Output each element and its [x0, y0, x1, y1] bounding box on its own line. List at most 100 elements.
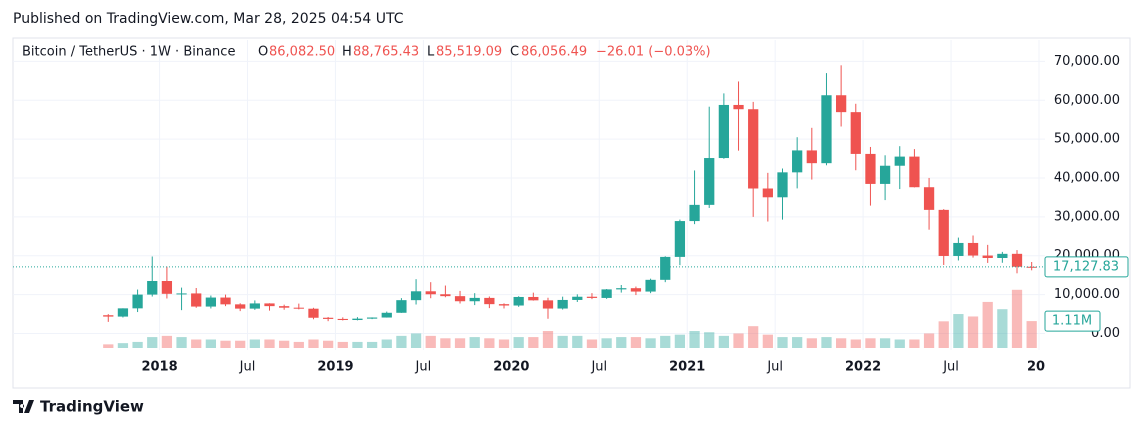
x-tick-label: 2021 — [669, 360, 705, 375]
brand-logo: TradingView — [13, 398, 144, 416]
volume-bar — [748, 326, 759, 348]
volume-bar — [894, 339, 905, 348]
candle-body — [528, 296, 539, 301]
volume-bar — [513, 337, 524, 348]
volume-bar — [542, 331, 554, 348]
candle-body — [366, 317, 378, 319]
volume-bar — [454, 338, 466, 348]
volume-bar — [586, 339, 598, 348]
y-tick-label: 10,000.00 — [1054, 287, 1120, 302]
candle-body — [630, 288, 642, 292]
volume-bar — [835, 338, 847, 348]
volume-box — [1044, 310, 1101, 332]
x-tick-label: 2022 — [845, 360, 881, 375]
candle-body — [953, 242, 964, 256]
volume-bar — [850, 339, 861, 348]
volume-bar — [103, 344, 114, 348]
ohlc-value: 86,056.49 — [521, 45, 587, 60]
volume-bar — [953, 314, 964, 348]
candle-body — [381, 312, 392, 318]
volume-bar — [469, 337, 480, 348]
volume-bar — [630, 337, 642, 348]
candle-body — [484, 297, 495, 305]
volume-bar — [982, 301, 993, 348]
legend: Bitcoin / TetherUS · 1W · Binance O 86,0… — [22, 45, 711, 60]
x-tick-label: Jul — [415, 360, 432, 375]
candle-body — [850, 112, 861, 154]
candle-body — [410, 291, 422, 301]
candle-body — [425, 291, 436, 295]
published: Published on TradingView.com, Mar 28, 20… — [13, 11, 404, 27]
volume-bar — [601, 338, 612, 348]
volume-bar — [528, 337, 539, 348]
candle-body — [674, 221, 686, 257]
candle-body — [586, 296, 598, 298]
chart-frame — [12, 37, 1131, 389]
candle-body — [249, 303, 260, 309]
candle-body — [777, 172, 788, 198]
y-tick-label: 70,000.00 — [1054, 54, 1120, 69]
volume-bar — [674, 334, 686, 348]
volume-bar — [718, 335, 730, 348]
volume-bar — [264, 339, 275, 348]
volume-bar — [161, 335, 173, 348]
candle-body — [835, 95, 847, 113]
volume-bar — [308, 339, 319, 348]
volume-bar — [220, 340, 231, 348]
volume-bar — [279, 340, 290, 348]
candle-body — [498, 304, 510, 306]
volume-bar — [498, 339, 510, 348]
candle-body — [205, 297, 217, 307]
y-tick-label: 30,000.00 — [1054, 209, 1120, 224]
volume-bar — [1026, 321, 1037, 348]
candle-body — [542, 300, 554, 309]
volume-bar — [132, 341, 143, 348]
y-tick-label: 40,000.00 — [1054, 171, 1120, 186]
y-tick-label: 50,000.00 — [1054, 132, 1120, 147]
candle-body — [748, 109, 759, 189]
x-tick-label: 2020 — [493, 360, 529, 375]
volume-bar — [337, 341, 348, 348]
candle-layer — [103, 65, 1037, 322]
volume-bar — [616, 337, 627, 348]
candle-body — [792, 150, 803, 173]
ohlc-key: H — [342, 45, 352, 60]
candle-body — [293, 307, 304, 309]
candle-body — [454, 296, 466, 302]
candle-body — [352, 318, 363, 321]
candle-body — [132, 294, 143, 309]
volume-bar — [117, 343, 129, 348]
candle-body — [806, 150, 817, 164]
volume-bar — [879, 338, 891, 348]
candle-body — [733, 104, 744, 110]
candle-body — [997, 253, 1008, 258]
candle-body — [879, 165, 891, 184]
candle-body — [103, 315, 114, 317]
volume-bar — [176, 337, 187, 348]
ohlc-key: L — [427, 45, 435, 60]
candle-body — [645, 279, 656, 292]
volume-bar — [440, 338, 451, 348]
volume-bar — [191, 339, 202, 348]
candle-body — [762, 188, 773, 198]
candle-body — [601, 289, 612, 298]
candle-body — [1011, 253, 1023, 267]
ohlc-key: O — [258, 45, 268, 60]
volume-bar — [557, 335, 568, 348]
candle-body — [616, 288, 627, 290]
candle-body — [220, 297, 231, 305]
volume-bar — [660, 335, 671, 348]
candle-body — [894, 156, 905, 166]
volume-bar — [425, 335, 436, 348]
volume-label: 1.11M — [1052, 314, 1092, 329]
candle-body — [1026, 266, 1037, 268]
candle-body — [557, 299, 568, 309]
volume-bar — [923, 333, 935, 348]
overlay: 0.0010,000.0020,000.0030,000.0040,000.00… — [13, 54, 1129, 375]
ohlc-value: 86,082.50 — [269, 45, 335, 60]
candle-body — [161, 280, 173, 294]
volume-bar — [938, 321, 949, 348]
candle-body — [923, 187, 935, 210]
